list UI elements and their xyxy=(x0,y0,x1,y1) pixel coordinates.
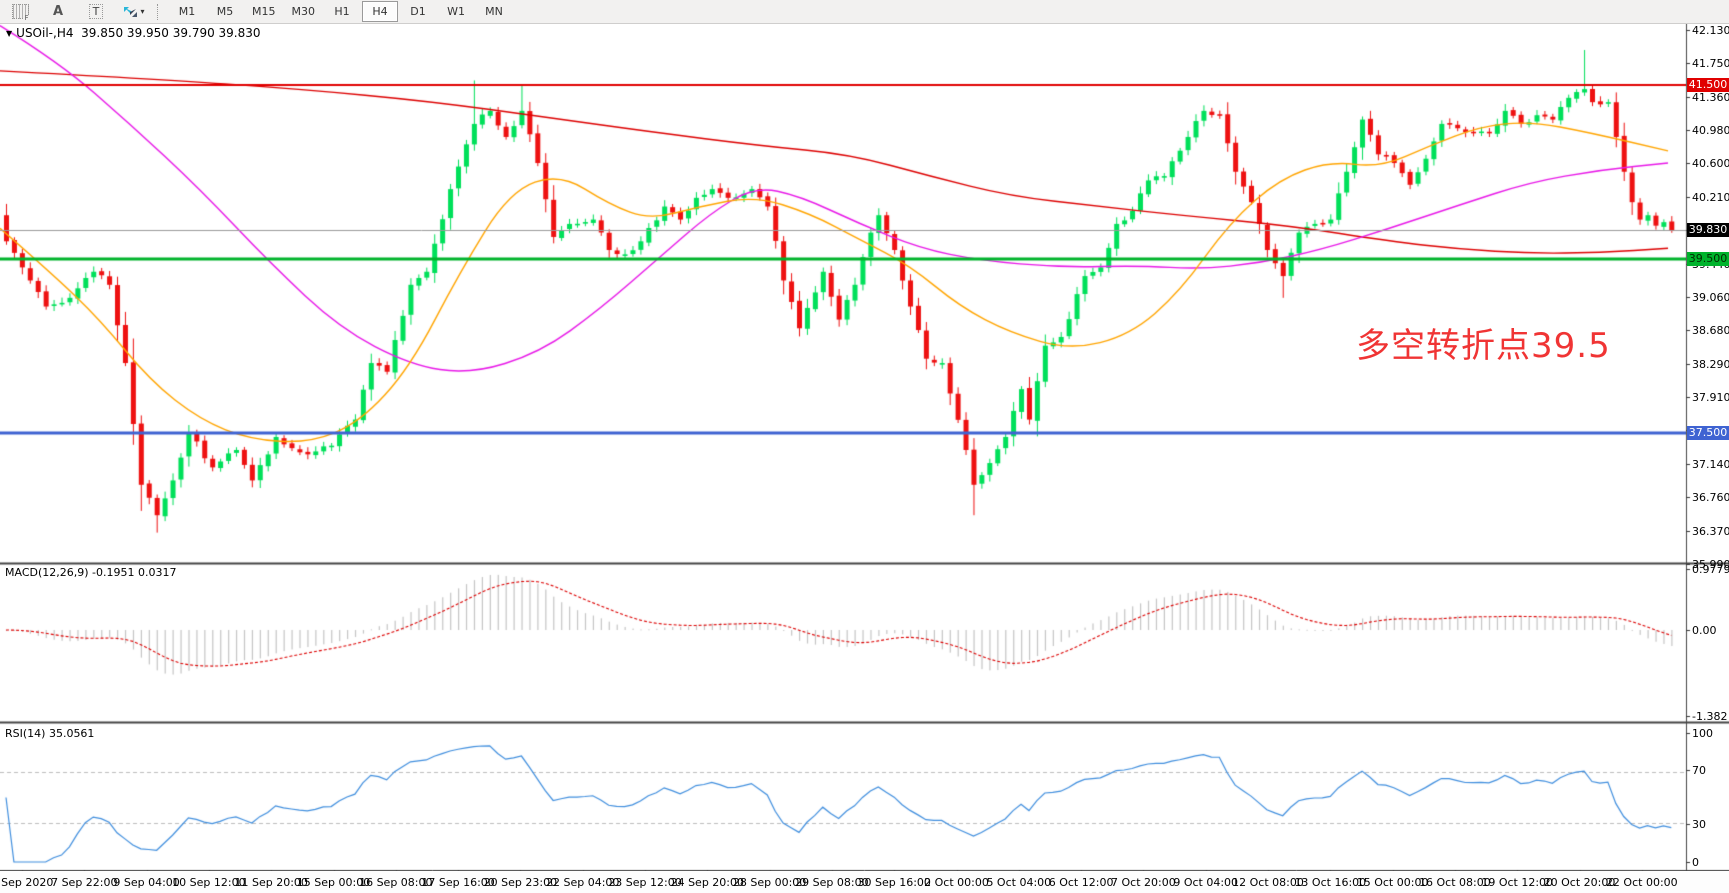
price-badge: 39.500 xyxy=(1687,251,1729,266)
time-axis-label: 29 Sep 08:00 xyxy=(795,876,869,889)
time-axis-label: 19 Oct 12:00 xyxy=(1481,876,1554,889)
time-axis-label: 4 Sep 2020 xyxy=(0,876,54,889)
symbol-name: USOil-,H4 xyxy=(16,26,74,40)
symbol-dropdown-icon[interactable]: ▼ xyxy=(6,29,13,38)
time-axis-label: 22 Sep 04:00 xyxy=(545,876,620,889)
chart-shift-tool-button[interactable]: F xyxy=(2,1,38,22)
timeframe-M15-button[interactable]: M15 xyxy=(252,5,276,18)
time-axis-label: 20 Oct 20:00 xyxy=(1543,876,1616,889)
macd-indicator-label: MACD(12,26,9) -0.1951 0.0317 xyxy=(5,566,177,579)
arrows-icon xyxy=(124,6,138,17)
indicator-scale-label: 30 xyxy=(1692,818,1706,831)
time-axis-label: 6 Oct 12:00 xyxy=(1048,876,1114,889)
text-label-tool-button[interactable]: A xyxy=(40,1,76,22)
timeframe-H1-button[interactable]: H1 xyxy=(334,5,350,18)
indicator-scale-label: 100 xyxy=(1692,727,1713,740)
price-badge: 41.500 xyxy=(1687,77,1729,92)
timeframe-H4-button[interactable]: H4 xyxy=(362,1,398,22)
time-axis-label: 24 Sep 20:00 xyxy=(670,876,745,889)
time-axis-label: 11 Sep 20:00 xyxy=(234,876,308,889)
grid-icon: F xyxy=(11,4,29,22)
time-axis-label: 7 Oct 20:00 xyxy=(1111,876,1176,889)
price-tick-label: 40.980 xyxy=(1692,124,1729,137)
timeframe-group: M1 M5 M15 M30 H1 H4 D1 W1 MN xyxy=(169,1,512,22)
time-axis-label: 13 Oct 16:00 xyxy=(1294,876,1367,889)
letter-t-icon: T xyxy=(88,4,104,19)
time-axis-label: 10 Sep 12:00 xyxy=(172,876,246,889)
price-tick-label: 39.060 xyxy=(1692,290,1729,304)
time-axis-label: 15 Oct 00:00 xyxy=(1356,876,1429,889)
text-box-tool-button[interactable]: T xyxy=(78,1,114,22)
arrows-tool-button[interactable]: ▾ xyxy=(116,1,152,22)
time-axis-label: 5 Oct 04:00 xyxy=(986,876,1052,889)
price-tick-label: 40.600 xyxy=(1692,157,1729,171)
toolbar: F A T ▾ M1 M5 M15 M30 H1 H4 D1 W1 MN xyxy=(0,0,1729,24)
price-tick-label: 42.130 xyxy=(1692,24,1729,37)
price-tick-label: 36.370 xyxy=(1692,524,1729,538)
time-axis-label: 17 Sep 16:00 xyxy=(421,876,495,889)
chart-title: ▼ USOil-,H4 39.850 39.950 39.790 39.830 xyxy=(6,26,261,40)
timeframe-D1-button[interactable]: D1 xyxy=(410,5,426,18)
price-tick-label: 40.210 xyxy=(1692,190,1729,204)
price-tick-label: 38.290 xyxy=(1692,357,1729,371)
price-badge: 39.830 xyxy=(1687,223,1729,237)
time-axis-label: 23 Sep 12:00 xyxy=(608,876,682,889)
letter-a-icon: A xyxy=(52,4,64,19)
price-tick-label: 41.360 xyxy=(1692,90,1729,104)
time-axis-label: 12 Oct 08:00 xyxy=(1232,876,1304,889)
price-tick-label: 38.680 xyxy=(1692,324,1729,337)
time-axis-label: 2 Oct 00:00 xyxy=(924,876,989,889)
timeframe-M5-button[interactable]: M5 xyxy=(216,5,234,18)
indicator-scale-label: 70 xyxy=(1692,764,1706,777)
timeframe-W1-button[interactable]: W1 xyxy=(447,5,465,18)
time-axis-label: 30 Sep 16:00 xyxy=(857,876,931,889)
indicator-scale-label: 0.9779 xyxy=(1692,563,1729,576)
chart-annotation-text[interactable]: 多空转折点39.5 xyxy=(1356,326,1611,366)
timeframe-M30-button[interactable]: M30 xyxy=(291,5,316,18)
timeframe-MN-button[interactable]: MN xyxy=(485,5,503,18)
dropdown-caret-icon: ▾ xyxy=(140,7,145,16)
time-axis-label: 22 Oct 00:00 xyxy=(1605,876,1678,889)
price-badge: 37.500 xyxy=(1687,425,1729,440)
indicator-scale-label: 0.00 xyxy=(1692,624,1717,637)
price-tick-label: 41.750 xyxy=(1692,57,1729,71)
time-axis-label: 28 Sep 00:00 xyxy=(732,876,807,889)
price-tick-label: 37.140 xyxy=(1692,457,1729,471)
time-axis-label: 7 Sep 22:00 xyxy=(51,876,118,889)
timeframe-M1-button[interactable]: M1 xyxy=(178,5,196,18)
time-axis-label: 9 Oct 04:00 xyxy=(1173,876,1239,889)
time-axis-label: 9 Sep 04:00 xyxy=(113,876,180,889)
toolbar-separator xyxy=(157,3,164,20)
indicator-scale-label: 0 xyxy=(1692,856,1699,869)
time-axis-label: 16 Oct 08:00 xyxy=(1419,876,1491,889)
price-tick-label: 37.910 xyxy=(1692,390,1729,404)
rsi-indicator-label: RSI(14) 35.0561 xyxy=(5,727,95,740)
indicator-scale-label: -1.382 xyxy=(1692,710,1728,723)
ohlc-values: 39.850 39.950 39.790 39.830 xyxy=(81,26,261,40)
time-axis-label: 20 Sep 23:00 xyxy=(483,876,558,889)
time-axis-label: 16 Sep 08:00 xyxy=(359,876,433,889)
price-tick-label: 35.990 xyxy=(1692,557,1729,571)
time-axis-label: 15 Sep 00:00 xyxy=(296,876,371,889)
price-tick-label: 36.760 xyxy=(1692,490,1729,504)
